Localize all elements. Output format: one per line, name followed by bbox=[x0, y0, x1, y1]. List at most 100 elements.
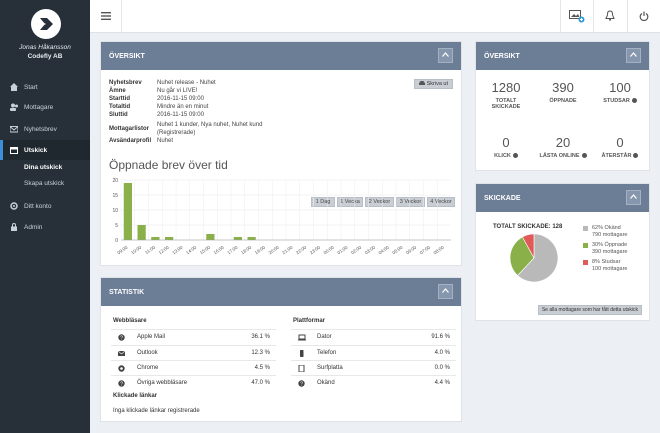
legend-percent: 62% Okänd bbox=[592, 225, 621, 231]
bar bbox=[123, 183, 132, 240]
info-icon[interactable] bbox=[581, 153, 587, 159]
summary-value: 0 bbox=[616, 135, 624, 150]
y-tick-label: 10 bbox=[112, 208, 118, 214]
logout-button[interactable] bbox=[627, 0, 659, 33]
svg-text:?: ? bbox=[120, 335, 123, 341]
stat-label: Surfplatta bbox=[317, 365, 343, 371]
detail-key: Ämne bbox=[109, 88, 126, 94]
range-3-veckor-button[interactable]: 3 Veckor bbox=[396, 197, 425, 207]
nav-utskick[interactable]: Utskick bbox=[0, 140, 90, 160]
legend-percent: 30% Öppnade bbox=[592, 242, 628, 248]
logo[interactable] bbox=[31, 9, 61, 39]
question-icon: ? bbox=[118, 380, 125, 387]
range-4-veckor-button[interactable]: 4 Veckor bbox=[427, 197, 455, 207]
collapse-button[interactable] bbox=[626, 190, 641, 205]
info-icon[interactable] bbox=[631, 98, 637, 104]
tablet-icon bbox=[298, 364, 305, 373]
stat-row: Surfplatta 0.0 % bbox=[291, 360, 456, 375]
pie-slice bbox=[522, 233, 535, 259]
phone-icon bbox=[298, 350, 305, 357]
x-tick-label: 05:00 bbox=[391, 244, 403, 255]
summary-panel: ÖVERSIKT 1280 TOTALT SKICKADE 390 ÖPPNADE 10… bbox=[475, 41, 650, 171]
nav-label: Mottagare bbox=[24, 103, 54, 111]
chevron-up-icon bbox=[630, 194, 637, 201]
menu-toggle-button[interactable] bbox=[90, 0, 122, 33]
stat-label: Chrome bbox=[137, 365, 159, 371]
image-add-icon bbox=[568, 9, 585, 25]
detail-value: Nuhet 1 kunder, Nya nuhet, Nuhet kund bbox=[157, 122, 263, 128]
chevron-up-icon bbox=[630, 52, 637, 59]
x-tick-label: 07:00 bbox=[419, 244, 431, 255]
lock-icon bbox=[10, 223, 18, 231]
stat-label: Apple Mail bbox=[137, 334, 166, 340]
nav-mottagare[interactable]: Mottagare bbox=[0, 97, 90, 117]
nav-start[interactable]: Start bbox=[0, 77, 90, 97]
summary-label-text: TOTALT SKICKADE bbox=[491, 98, 521, 110]
detail-key: Nyhetsbrev bbox=[109, 80, 142, 86]
stat-value: 12.3 % bbox=[251, 350, 270, 356]
svg-text:?: ? bbox=[120, 381, 123, 387]
chevron-up-icon bbox=[442, 52, 449, 59]
x-tick-label: 01:00 bbox=[336, 244, 348, 255]
stat-row: Outlook 12.3 % bbox=[111, 345, 276, 360]
x-tick-label: 02:00 bbox=[350, 244, 362, 255]
detail-value: Nuhet release - Nuhet bbox=[157, 80, 216, 86]
stat-label: Outlook bbox=[137, 350, 158, 356]
nav-nyhetsbrev[interactable]: Nyhetsbrev bbox=[0, 119, 90, 139]
summary-value: 0 bbox=[502, 135, 510, 150]
collapse-button[interactable] bbox=[438, 284, 453, 299]
sent-header: SKICKADE bbox=[476, 184, 649, 212]
nav-ditt-konto[interactable]: Ditt konto bbox=[0, 196, 90, 216]
print-button[interactable]: Skriva ut bbox=[413, 79, 453, 89]
stat-row: Dator 91.6 % bbox=[291, 330, 456, 345]
sent-pie-chart bbox=[509, 233, 559, 283]
detail-value-2: (Registrerade) bbox=[157, 130, 196, 136]
stat-row: ? Apple Mail 36.1 % bbox=[111, 330, 276, 345]
see-all-recipients-button[interactable]: Se alla mottagare som har fått detta uts… bbox=[537, 305, 642, 315]
stat-label: Dator bbox=[317, 334, 332, 340]
stat-label: Telefon bbox=[317, 350, 337, 356]
notifications-button[interactable] bbox=[593, 0, 625, 33]
range-2-veckor-button[interactable]: 2 Veckor bbox=[365, 197, 394, 207]
print-icon bbox=[418, 80, 425, 88]
stat-row: Chrome 4.5 % bbox=[111, 360, 276, 375]
browsers-header: Webbläsare bbox=[113, 318, 147, 324]
summary-label: KLICK bbox=[476, 153, 536, 159]
legend-swatch bbox=[583, 260, 588, 265]
envelope-icon bbox=[9, 125, 19, 133]
statistics-header: STATISTIK bbox=[101, 278, 461, 306]
legend-count: 390 mottagare bbox=[592, 249, 628, 255]
summary-label-text: ÖPPNADE bbox=[549, 98, 577, 104]
legend-swatch bbox=[583, 243, 588, 248]
user-company: Codefly AB bbox=[27, 53, 63, 60]
x-tick-label: 04:00 bbox=[378, 244, 390, 255]
y-tick-label: 5 bbox=[115, 223, 118, 229]
envelope-icon bbox=[117, 350, 126, 357]
info-icon[interactable] bbox=[633, 153, 639, 159]
x-tick-label: 21:00 bbox=[281, 244, 293, 255]
info-icon[interactable] bbox=[512, 153, 518, 159]
pie-slice bbox=[509, 236, 535, 276]
sent-total: TOTALT SKICKADE: 128 bbox=[493, 224, 563, 230]
x-tick-label: 16:00 bbox=[213, 244, 225, 255]
y-tick-label: 0 bbox=[115, 238, 118, 244]
stat-label: Övriga webbläsare bbox=[137, 380, 188, 386]
collapse-button[interactable] bbox=[438, 48, 453, 63]
nav-sub-dina-utskick[interactable]: Dina utskick bbox=[24, 164, 63, 171]
range-1-vecka-button[interactable]: 1 Vecka bbox=[337, 197, 363, 207]
x-tick-label: 20:00 bbox=[268, 244, 280, 255]
nav-admin[interactable]: Admin bbox=[0, 217, 90, 237]
media-button[interactable] bbox=[560, 0, 592, 33]
links-empty-text: Inga klickade länkar registrerade bbox=[113, 408, 200, 414]
x-tick-label: 13:00 bbox=[171, 244, 183, 255]
nav-sub-skapa-utskick[interactable]: Skapa utskick bbox=[24, 180, 65, 187]
range-1-dag-button[interactable]: 1 Dag bbox=[311, 197, 335, 207]
collapse-button[interactable] bbox=[626, 48, 641, 63]
question-icon: ? bbox=[298, 380, 305, 387]
svg-text:?: ? bbox=[300, 381, 303, 387]
stat-value: 36.1 % bbox=[251, 334, 270, 340]
links-header: Klickade länkar bbox=[113, 393, 158, 399]
stat-row: ? Okänd 4.4 % bbox=[291, 375, 456, 390]
panel-title: ÖVERSIKT bbox=[109, 52, 145, 60]
bell-icon bbox=[604, 10, 615, 23]
